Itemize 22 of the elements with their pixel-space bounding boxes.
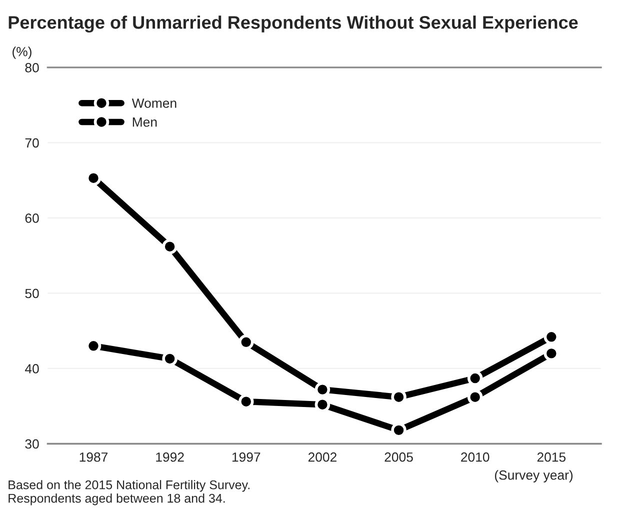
y-tick-label: 40 xyxy=(24,364,39,374)
y-tick-label: 60 xyxy=(25,214,39,223)
x-tick-label: 1997 xyxy=(232,452,260,462)
x-axis-title: (Survey year) xyxy=(494,470,573,482)
text: Based on the 2015 National Fertility Survey. Respondents aged between 18 and 34. xyxy=(8,480,250,506)
point xyxy=(162,238,178,254)
y-tick-label: 70 xyxy=(25,138,39,148)
x-tick-label: 2010 xyxy=(461,452,490,462)
y-tick-label: 50 xyxy=(25,288,39,298)
legend-label: Men xyxy=(132,118,157,127)
chart-title: Percentage of Unmarried Respondents Without Sexual Experience xyxy=(8,16,578,32)
y-tick-label: 30 xyxy=(25,439,39,449)
x-tick-label: 1992 xyxy=(156,452,184,462)
point xyxy=(238,334,254,350)
y-tick-label: 80 xyxy=(25,63,39,72)
x-tick-label: 2002 xyxy=(308,452,336,462)
point xyxy=(467,389,483,405)
x-tick-label: 2005 xyxy=(384,452,413,462)
y-axis-title: (%) xyxy=(12,46,32,59)
x-tick-label: 1987 xyxy=(80,452,108,462)
legend-label: Women xyxy=(132,98,176,108)
x-tick-label: 2015 xyxy=(537,452,566,462)
